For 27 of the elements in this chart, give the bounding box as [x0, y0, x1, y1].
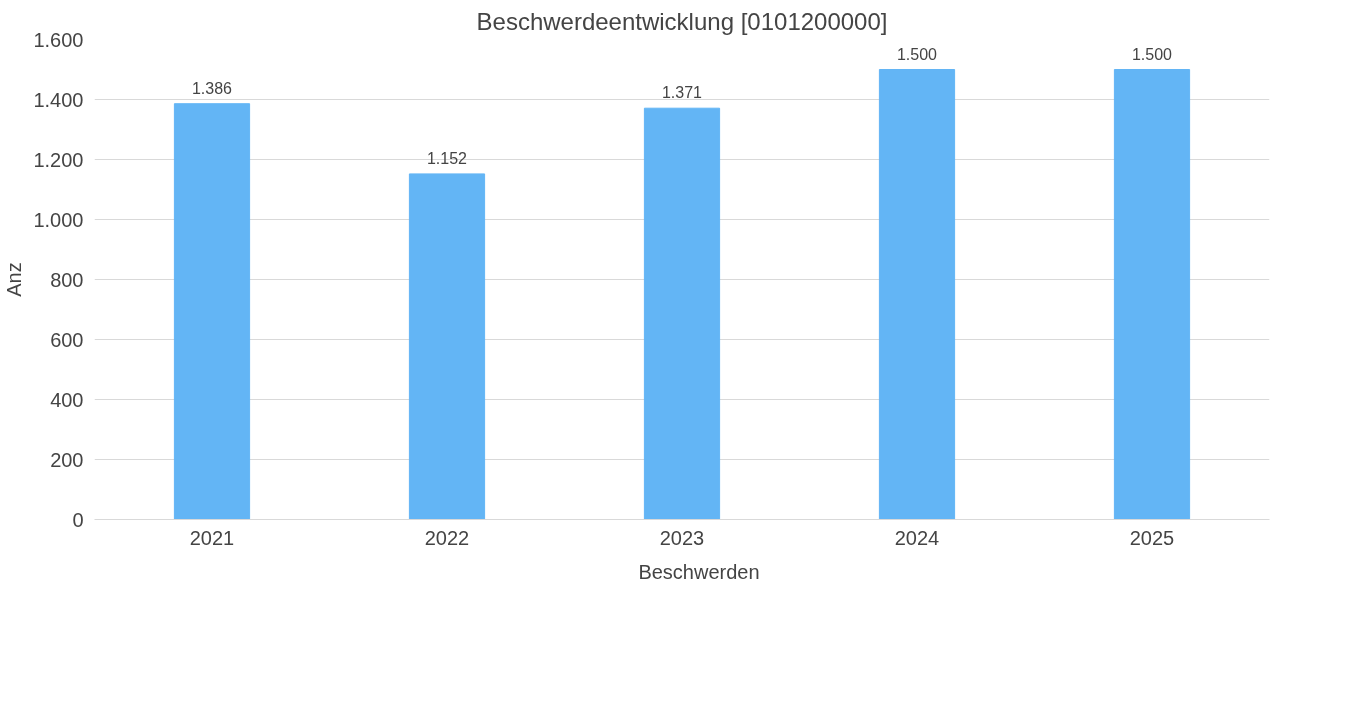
y-tick-label: 1.000	[33, 208, 84, 231]
data-label: 1.152	[426, 149, 468, 167]
x-tick-label: 2021	[189, 526, 235, 549]
x-tick-label: 2023	[659, 526, 705, 549]
data-label: 1.386	[191, 79, 233, 97]
y-tick-label: 0	[72, 508, 84, 531]
y-tick-label: 1.400	[33, 88, 84, 111]
data-label: 1.371	[661, 84, 703, 102]
y-axis-title: Anz	[3, 262, 26, 297]
y-tick-label: 800	[50, 268, 84, 291]
data-label: 1.500	[1131, 45, 1173, 63]
text: Beschwerden	[638, 560, 760, 584]
bar	[173, 103, 251, 520]
x-tick-label: 2025	[1129, 526, 1175, 549]
data-label: 1.500	[896, 45, 938, 63]
x-tick-label: 2024	[894, 526, 940, 549]
bar	[643, 107, 721, 520]
bar	[408, 173, 486, 520]
chart-title: Beschwerdeentwicklung [0101200000]	[476, 7, 888, 35]
bar	[878, 69, 956, 520]
y-tick-label: 400	[50, 388, 84, 411]
y-tick-label: 1.200	[33, 148, 84, 171]
y-tick-label: 600	[50, 328, 84, 351]
bar	[1113, 69, 1191, 520]
x-tick-label: 2022	[424, 526, 470, 549]
y-tick-label: 1.600	[33, 28, 84, 51]
y-tick-label: 200	[50, 448, 84, 471]
